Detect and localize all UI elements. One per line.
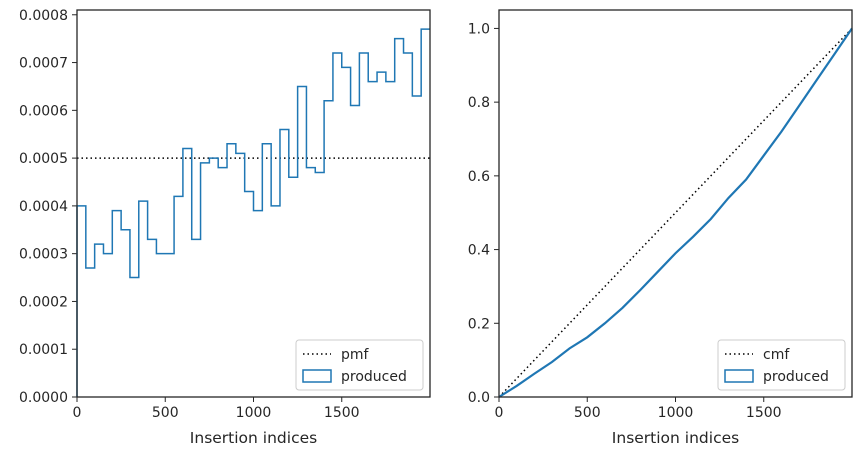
legend-label-pmf: pmf [341, 347, 370, 363]
y-tick-label: 0.0000 [19, 390, 68, 406]
chart-panel-1: 0 500 1000 1500 0.0000 0.0001 0.0002 0.0003 0.00… [19, 8, 431, 447]
x-tick-label: 1000 [236, 405, 272, 421]
x-tick-label: 1500 [746, 405, 782, 421]
x-tick-label: 1500 [324, 405, 360, 421]
y-tick-label: 0.0001 [19, 342, 68, 358]
y-tick-label: 0.6 [468, 169, 490, 185]
legend-marker-produced [302, 369, 332, 383]
y-tick-label: 0.0003 [19, 247, 68, 263]
legend-label-cmf: cmf [763, 347, 790, 363]
plot-frame [498, 9, 853, 398]
x-tick-label: 500 [574, 405, 601, 421]
y-tick-label: 0.0004 [19, 199, 68, 215]
x-tick-label: 1000 [658, 405, 694, 421]
y-tick-label: 0.0007 [19, 56, 68, 72]
y-tick-label: 0.0002 [19, 294, 68, 310]
series-produced [498, 27, 853, 398]
y-tick-label: 0.2 [468, 316, 490, 332]
chart-panel-2: 0 500 1000 1500 0.0 0.2 0.4 0.6 0.8 1.0 Insertion … [468, 9, 853, 447]
legend-box [295, 339, 424, 391]
y-tick-label: 0.0005 [19, 151, 68, 167]
x-tick-label: 0 [73, 405, 82, 421]
x-tick-label: 500 [152, 405, 179, 421]
y-tick-label: 0.4 [468, 243, 490, 259]
y-tick-label: 1.0 [468, 21, 490, 37]
legend-marker-produced [724, 369, 754, 383]
x-axis-label: Insertion indices [190, 429, 317, 447]
legend-label-produced: produced [763, 369, 829, 385]
y-tick-label: 0.0 [468, 390, 490, 406]
plot-frame [76, 9, 431, 398]
legend-label-produced: produced [341, 369, 407, 385]
x-axis-label: Insertion indices [612, 429, 739, 447]
legend-box [717, 339, 846, 391]
y-tick-label: 0.8 [468, 95, 490, 111]
y-tick-label: 0.0008 [19, 8, 68, 24]
series-produced [76, 28, 430, 397]
x-tick-label: 0 [495, 405, 504, 421]
legend: pmf produced [295, 339, 424, 391]
legend: cmf produced [717, 339, 846, 391]
y-tick-label: 0.0006 [19, 103, 68, 119]
